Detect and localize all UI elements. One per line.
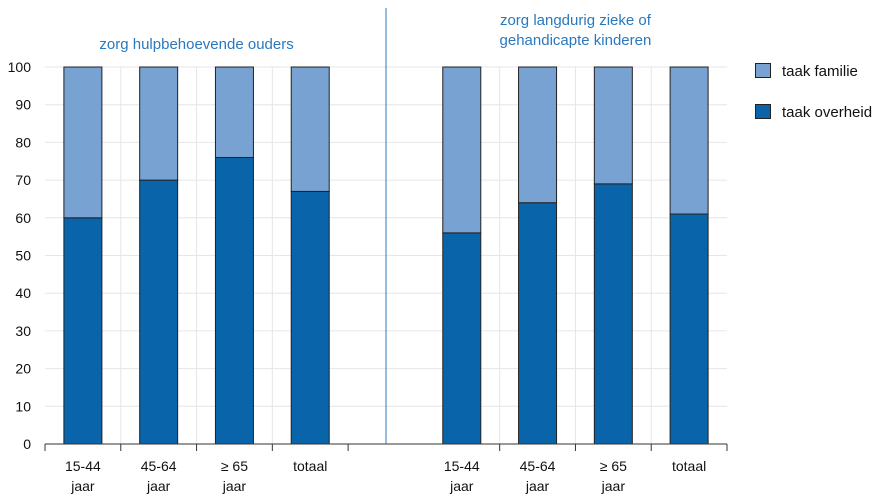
legend-label: taak overheid	[782, 104, 872, 121]
y-tick-label: 40	[15, 285, 31, 301]
bar-taak-familie	[518, 66, 558, 204]
x-tick-label: 15-44	[444, 458, 480, 474]
x-tick-label: jaar	[70, 478, 95, 494]
bar-taak-familie	[442, 66, 482, 234]
legend: taak familie taak overheid	[755, 63, 872, 121]
group-titles: zorg hulpbehoevende ouders zorg langdurig…	[99, 12, 651, 53]
x-tick-label: 45-64	[141, 458, 177, 474]
bar-taak-overheid	[442, 232, 482, 445]
legend-swatch	[755, 63, 771, 78]
bar-taak-overheid	[139, 179, 179, 445]
x-tick-label: jaar	[449, 478, 474, 494]
y-tick-label: 70	[15, 172, 31, 188]
bar-taak-familie	[214, 66, 254, 158]
axes: 0 10 20 30 40 50 60 70 80 90 100 15-44 jaar 45-64 jaar…	[8, 8, 728, 494]
y-tick-label: 100	[8, 59, 32, 75]
bar-taak-familie	[669, 66, 709, 215]
bar-taak-familie	[593, 66, 633, 185]
x-tick-label: jaar	[146, 478, 171, 494]
x-tick-label: jaar	[222, 478, 247, 494]
y-tick-label: 30	[15, 323, 31, 339]
y-tick-label: 20	[15, 361, 31, 377]
x-tick-label: 45-64	[520, 458, 556, 474]
bar-taak-overheid	[214, 156, 254, 445]
y-tick-label: 10	[15, 398, 31, 414]
x-tick-label: totaal	[672, 458, 706, 474]
x-tick-label: totaal	[293, 458, 327, 474]
bar-taak-overheid	[669, 213, 709, 445]
bar-taak-overheid	[518, 202, 558, 445]
bar-taak-familie	[63, 66, 103, 219]
bar-taak-familie	[139, 66, 179, 181]
x-tick-label: ≥ 65	[221, 458, 248, 474]
bar-taak-overheid	[290, 190, 330, 445]
y-tick-label: 60	[15, 210, 31, 226]
x-tick-label: jaar	[601, 478, 626, 494]
x-tick-label: ≥ 65	[600, 458, 627, 474]
legend-label: taak familie	[782, 63, 858, 80]
y-tick-label: 50	[15, 248, 31, 264]
x-tick-label: jaar	[525, 478, 550, 494]
bar-taak-familie	[290, 66, 330, 192]
y-tick-label: 90	[15, 97, 31, 113]
bar-taak-overheid	[63, 217, 103, 445]
bars	[63, 66, 709, 445]
y-tick-label: 80	[15, 134, 31, 150]
group-title: gehandicapte kinderen	[500, 32, 652, 49]
group-title: zorg hulpbehoevende ouders	[99, 36, 293, 53]
bar-taak-overheid	[593, 183, 633, 445]
legend-swatch	[755, 104, 771, 119]
y-tick-label: 0	[23, 436, 31, 452]
group-title: zorg langdurig zieke of	[500, 12, 652, 29]
x-tick-label: 15-44	[65, 458, 101, 474]
